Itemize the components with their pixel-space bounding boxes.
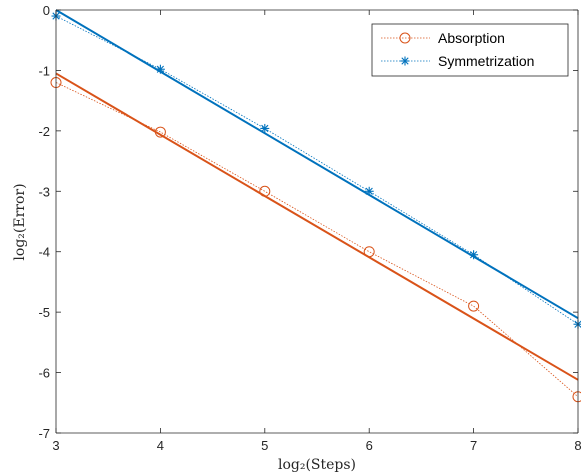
x-tick-label-7: 7: [470, 438, 477, 453]
data-point-symmetrization-3: [364, 186, 374, 196]
legend-marker-symmetrization: [400, 56, 410, 66]
series-line-absorption: [55, 82, 579, 398]
x-tick-label-8: 8: [574, 438, 581, 453]
x-tick-label-6: 6: [366, 438, 373, 453]
y-tick-label--6: -6: [38, 366, 50, 381]
data-point-symmetrization-1: [155, 64, 165, 74]
fit-lines: [55, 9, 579, 381]
y-tick-label--7: -7: [38, 426, 50, 441]
legend[interactable]: Absorption Symmetrization: [371, 23, 569, 77]
x-axis-label: log₂(Steps): [278, 457, 356, 473]
y-tick-label-0: 0: [43, 3, 50, 18]
x-tick-label-3: 3: [52, 438, 59, 453]
data-point-symmetrization-1-d2: [156, 65, 165, 73]
legend-items: Absorption Symmetrization: [381, 30, 534, 69]
y-tick-label--2: -2: [38, 124, 50, 139]
y-tick-label--1: -1: [38, 63, 50, 78]
y-tick-label--5: -5: [38, 305, 50, 320]
legend-label-symmetrization: Symmetrization: [438, 53, 534, 69]
data-point-absorption-1: [154, 126, 166, 138]
series-line-symmetrization: [55, 15, 579, 325]
data-point-symmetrization-2-d2: [261, 124, 269, 133]
fit-line-1: [55, 9, 579, 320]
data-point-symmetrization-4: [469, 250, 479, 260]
axes: [55, 9, 579, 434]
x-tick-label-4: 4: [157, 438, 164, 453]
tick-labels: 3 4 5 6 7 8 0 -1 -2 -3 -4 -5 -6 -7: [38, 3, 581, 453]
data-point-symmetrization-4-d2: [469, 251, 478, 259]
legend-label-absorption: Absorption: [438, 30, 505, 46]
plot-area: [56, 10, 578, 433]
legend-marker-symmetrization-d2: [401, 57, 409, 65]
data-point-symmetrization-2: [260, 123, 270, 133]
y-tick-label--4: -4: [38, 245, 50, 260]
data-point-absorption-2: [259, 185, 271, 197]
data-point-symmetrization-3-d2: [365, 187, 373, 195]
y-axis-label: log₂(Error): [12, 183, 28, 260]
legend-marker-absorption: [399, 32, 411, 44]
x-tick-label-5: 5: [261, 438, 268, 453]
y-tick-label--3: -3: [38, 184, 50, 199]
data-point-absorption-4: [468, 300, 480, 312]
data-point-absorption-3: [363, 246, 375, 258]
fit-line-0: [55, 72, 579, 381]
